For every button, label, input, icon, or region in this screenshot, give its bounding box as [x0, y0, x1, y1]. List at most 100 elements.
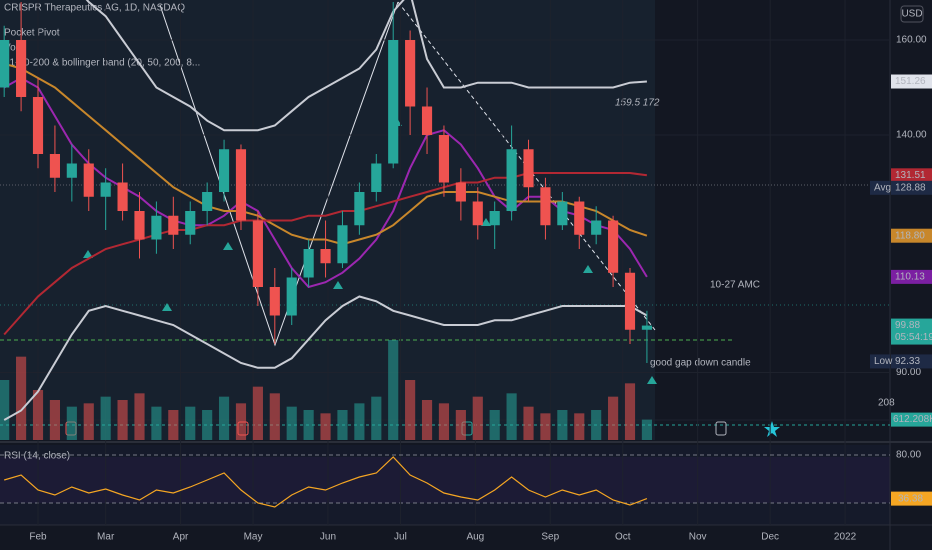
drawn-trendline — [159, 1, 399, 347]
price-label: 110.13 — [895, 272, 925, 283]
volume-bar — [0, 380, 10, 440]
price-tag-bg — [870, 354, 890, 369]
annotation: 10-27 AMC — [710, 280, 760, 291]
currency: USD — [901, 9, 922, 20]
volume-bar — [506, 393, 517, 440]
candle-body — [218, 149, 230, 192]
volume-bar — [320, 413, 331, 440]
volume-bar — [16, 356, 27, 440]
price-label: 151.26 — [895, 76, 926, 87]
volume-bar — [438, 403, 450, 440]
indicator-label: Pocket Pivot — [4, 28, 60, 39]
volume-bar — [100, 396, 111, 440]
volume-bar — [286, 406, 297, 440]
candle-body — [354, 191, 365, 226]
annotation: 208 — [878, 398, 895, 409]
countdown: 05:54:19 — [895, 332, 932, 343]
volume-bar — [66, 406, 77, 440]
volume-bar — [405, 380, 416, 440]
candle-body — [523, 149, 534, 188]
annotation: 159.5 172 — [615, 98, 660, 109]
volume-bar — [303, 410, 314, 440]
volume-bar — [354, 403, 365, 440]
volume-bar — [472, 396, 483, 440]
x-tick-label: Jul — [394, 532, 407, 543]
candle-body — [472, 201, 483, 226]
volume-bar — [83, 403, 94, 440]
candle-body — [185, 210, 196, 235]
price-label-bg — [891, 269, 932, 284]
volume-bar — [421, 400, 433, 440]
candle-body — [49, 153, 60, 178]
volume-bar — [117, 400, 128, 440]
indicator-label: 21-50-200 & bollinger band (20, 50, 200,… — [4, 58, 200, 69]
pivot-marker — [647, 376, 657, 384]
candle-body — [83, 163, 94, 197]
pivot-marker — [333, 281, 343, 289]
candle-body — [591, 220, 602, 235]
volume-bar — [252, 386, 263, 440]
rsi-label-bg — [891, 491, 932, 506]
volume-bar — [337, 410, 348, 440]
candle-body — [405, 39, 416, 107]
volume-bar — [557, 410, 568, 440]
candle-body — [371, 163, 382, 192]
currency-box — [900, 5, 924, 23]
volume-bar — [151, 406, 162, 440]
x-tick-label: Jun — [320, 532, 336, 543]
price-label: 131.51 — [895, 170, 926, 181]
pivot-marker — [83, 250, 93, 258]
price-tag-bg — [870, 180, 890, 195]
x-tick-label: Dec — [761, 532, 779, 543]
pivot-marker — [162, 303, 172, 311]
candle-body — [151, 215, 162, 240]
candle-body — [421, 106, 433, 135]
x-tick-label: Mar — [97, 532, 115, 543]
volume-bar — [371, 396, 382, 440]
candle-body — [388, 39, 399, 164]
x-tick-label: Nov — [689, 532, 707, 543]
volume-bar — [388, 340, 399, 440]
pivot-marker — [481, 218, 491, 226]
candle-body — [506, 149, 517, 211]
rsi-label: 36.38 — [898, 493, 923, 504]
indicator-line — [3, 76, 648, 289]
pocket-pivot-markers — [83, 118, 657, 384]
volume-bar — [540, 413, 551, 440]
price-label-bg — [891, 168, 932, 183]
price-label-bg — [891, 228, 932, 243]
indicator-line — [85, 0, 647, 132]
candle-body — [100, 182, 111, 197]
price-label-bg — [891, 318, 932, 345]
volume-label-bg — [891, 412, 932, 427]
price-label-bg — [891, 180, 932, 195]
volume-bar — [641, 419, 652, 440]
price-tag: Avg — [874, 182, 891, 193]
candle-body — [641, 325, 652, 330]
volume-bar — [218, 396, 230, 440]
y-tick-label: 140.00 — [896, 130, 927, 141]
volume-bar — [608, 396, 619, 440]
candle-body — [337, 225, 348, 264]
indicator-label: Vol — [4, 43, 18, 54]
candle-body — [117, 182, 128, 211]
x-tick-label: Apr — [173, 532, 189, 543]
price-label: 118.80 — [895, 230, 925, 241]
candle-body — [489, 210, 500, 226]
candle-body — [168, 215, 179, 235]
volume-bar — [574, 413, 585, 440]
price-label-bg — [891, 74, 932, 89]
x-tick-label: Feb — [29, 532, 47, 543]
x-tick-label: May — [244, 532, 263, 543]
volume-bar — [32, 390, 44, 440]
volume-bar — [455, 410, 466, 440]
candle-body — [32, 96, 44, 154]
candle-body — [557, 201, 568, 226]
rsi-tick-label: 80.00 — [896, 450, 921, 461]
volume-bar — [523, 406, 534, 440]
y-tick-label: 160.00 — [896, 35, 927, 46]
candle-body — [540, 187, 551, 226]
candle-body — [269, 286, 280, 316]
candle-body — [574, 201, 585, 235]
